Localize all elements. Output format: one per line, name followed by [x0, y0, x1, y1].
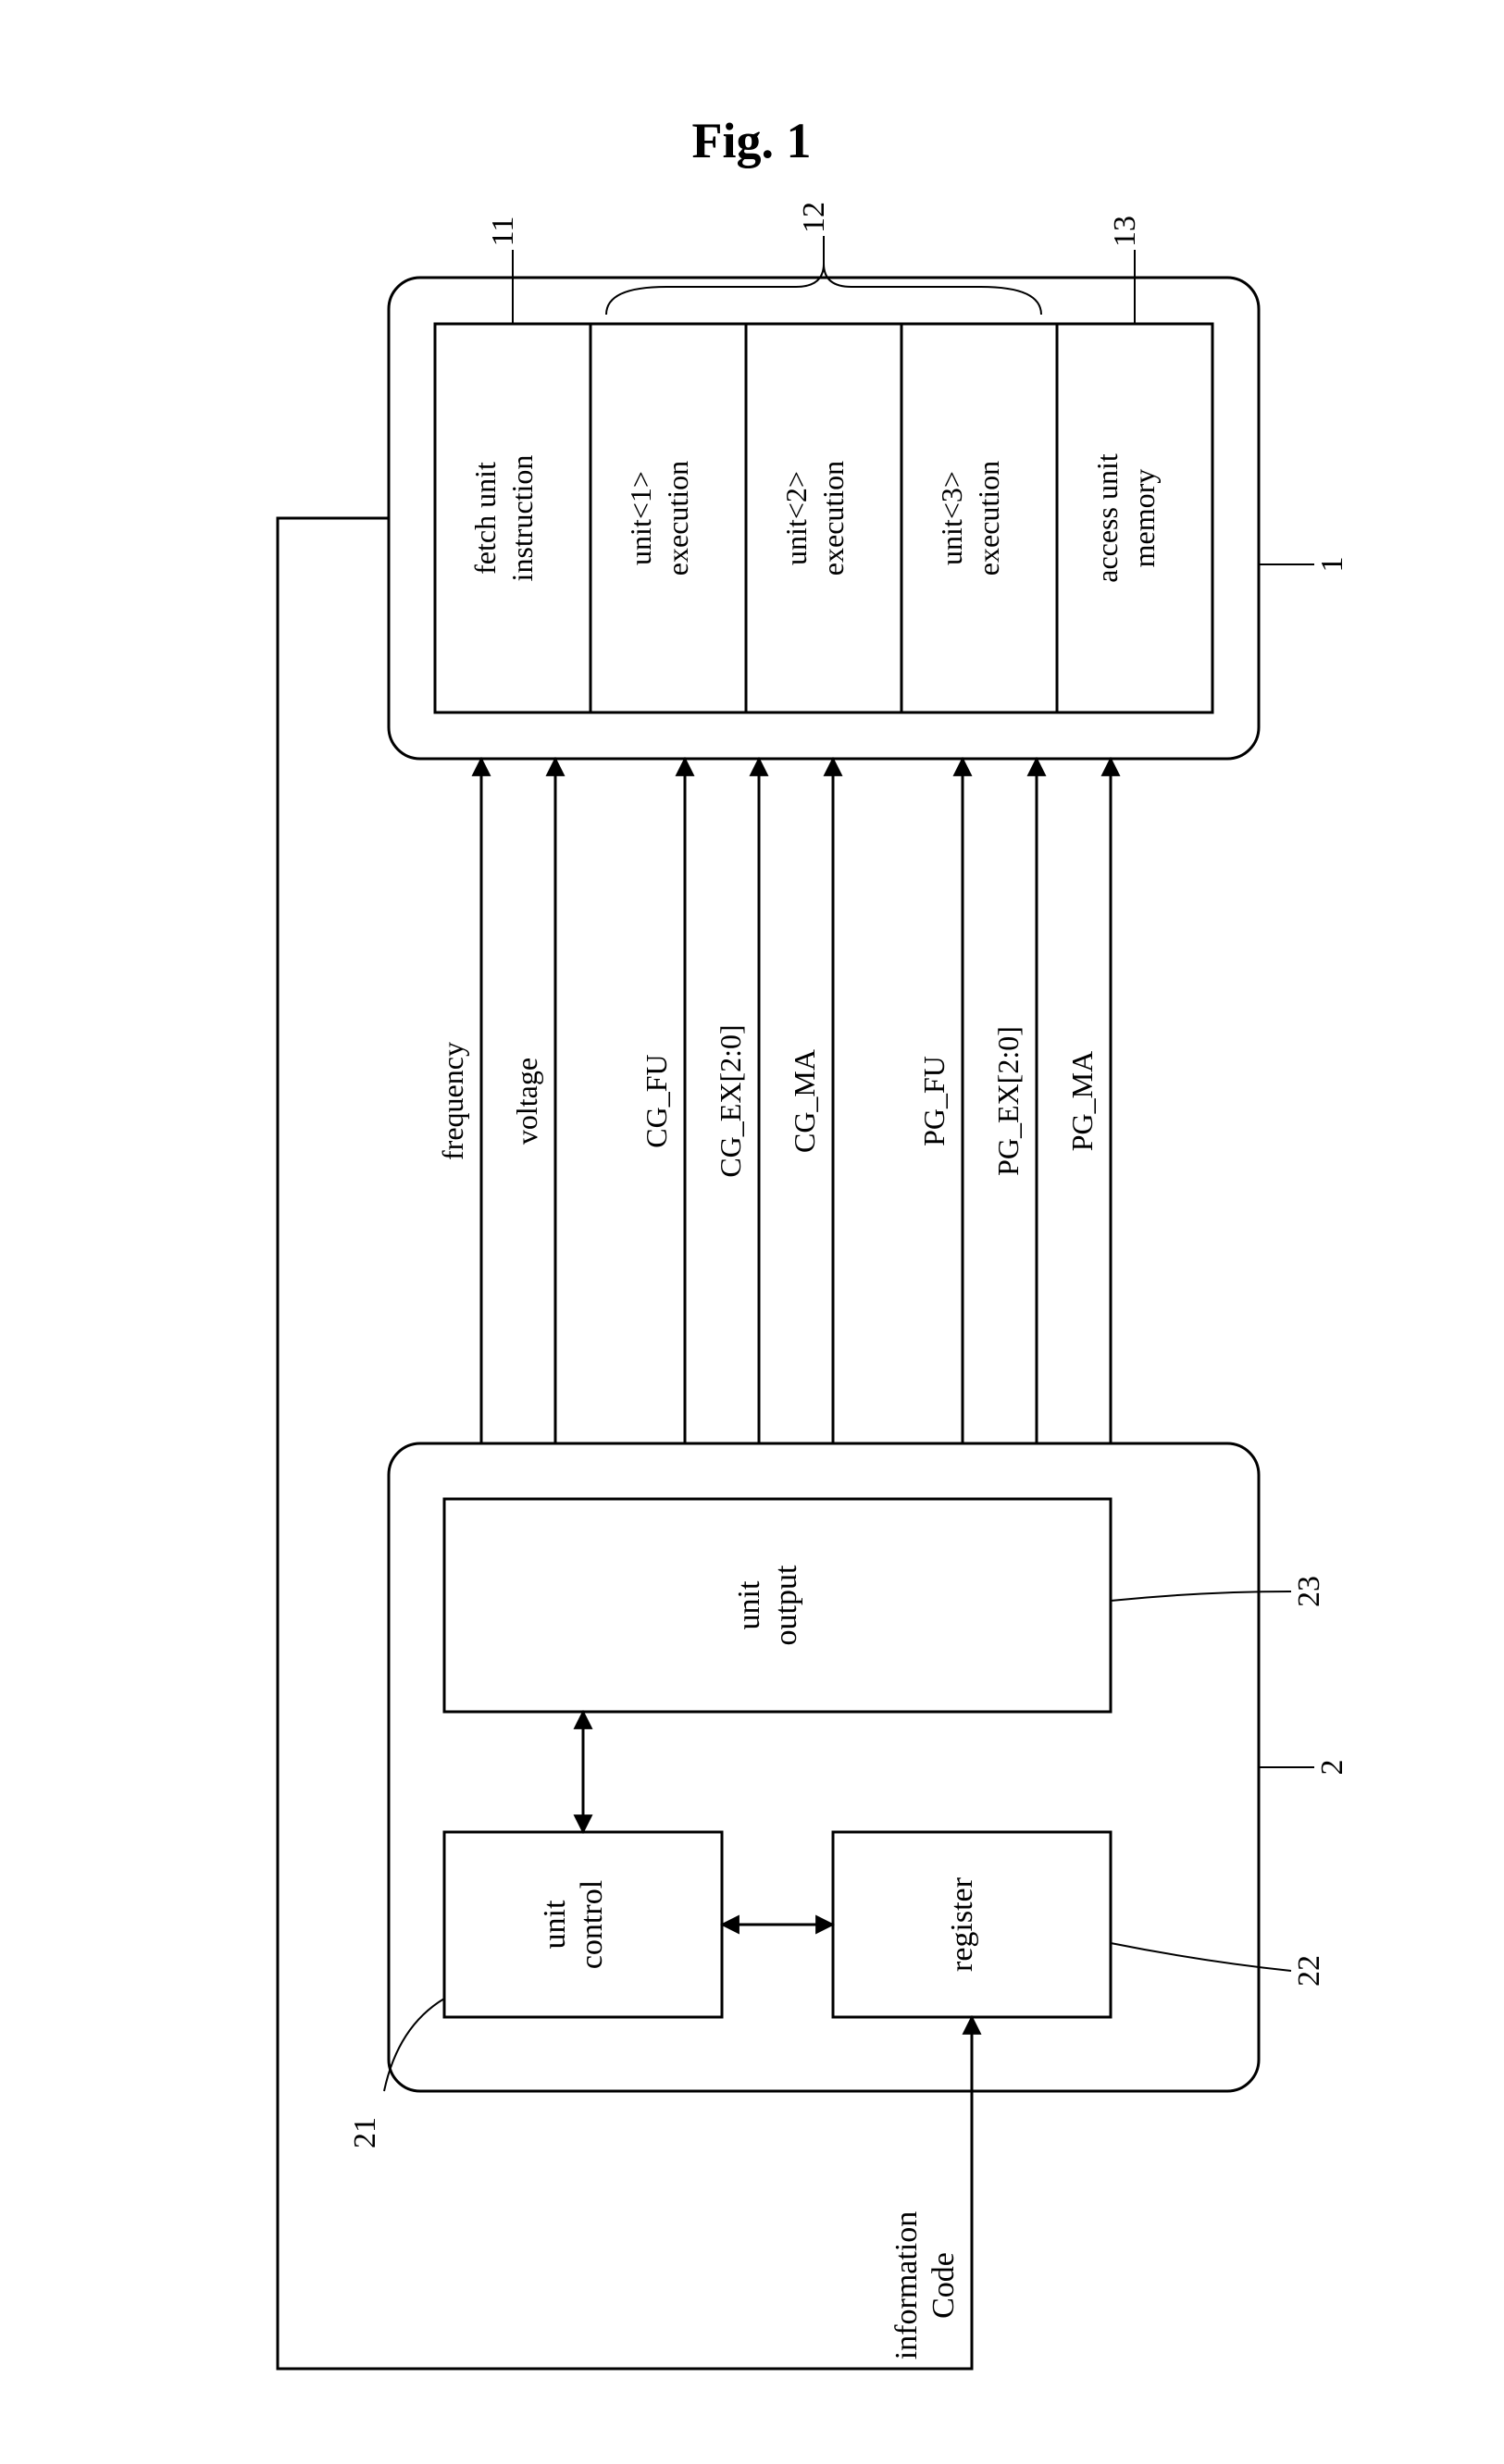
exec-id: 12 [797, 202, 831, 233]
reg-id: 22 [1292, 1955, 1326, 1987]
mem-l2: access unit [1090, 453, 1124, 583]
mem-id: 13 [1108, 216, 1142, 247]
sig-pg-ex: PG_EX[2:0] [991, 759, 1037, 1443]
ou-l1: output [769, 1565, 803, 1645]
ex1-l1: execution [661, 461, 694, 576]
ex2-l2: unit<2> [779, 471, 813, 565]
reg-l: register [945, 1876, 979, 1972]
cu-l2: unit [538, 1900, 572, 1949]
fetch-l2: fetch unit [468, 462, 502, 575]
code-l1: Code [926, 2252, 961, 2319]
svg-text:CG_FU: CG_FU [640, 1054, 673, 1147]
diagram: Fig. 1 instruction fetch unit execution … [0, 0, 1504, 2464]
figure-title: Fig. 1 [692, 113, 812, 168]
svg-text:voltage: voltage [510, 1058, 543, 1145]
svg-text:PG_FU: PG_FU [917, 1056, 951, 1146]
processor-id: 1 [1315, 557, 1349, 573]
cu-id: 21 [348, 2117, 382, 2148]
sig-cg-ex: CG_EX[2:0] [714, 759, 759, 1443]
svg-text:CG_EX[2:0]: CG_EX[2:0] [714, 1024, 747, 1177]
sig-voltage: voltage [510, 759, 555, 1443]
fetch-l1: instruction [505, 455, 539, 582]
controller-id: 2 [1315, 1760, 1349, 1776]
ex3-l2: unit<3> [935, 471, 968, 565]
ex3-l1: execution [972, 461, 1005, 576]
ou-l2: unit [732, 1580, 766, 1629]
svg-text:PG_EX[2:0]: PG_EX[2:0] [991, 1026, 1025, 1176]
sig-pg-fu: PG_FU [917, 759, 963, 1443]
ex2-l1: execution [816, 461, 850, 576]
signal-group: frequency voltage CG_FU CG_EX[2:0] CG_MA… [436, 759, 1111, 1443]
mem-l1: memory [1127, 469, 1161, 568]
cu-l1: control [575, 1880, 609, 1969]
sig-pg-ma: PG_MA [1065, 759, 1111, 1443]
fetch-id: 11 [486, 217, 520, 247]
sig-cg-fu: CG_FU [640, 759, 685, 1443]
svg-text:PG_MA: PG_MA [1065, 1051, 1099, 1151]
sig-frequency: frequency [436, 759, 481, 1443]
code-l2: information [889, 2211, 924, 2360]
svg-text:CG_MA: CG_MA [788, 1049, 821, 1153]
svg-text:frequency: frequency [436, 1042, 469, 1160]
sig-cg-ma: CG_MA [788, 759, 833, 1443]
ou-id: 23 [1292, 1576, 1326, 1607]
ex1-l2: unit<1> [624, 471, 657, 565]
